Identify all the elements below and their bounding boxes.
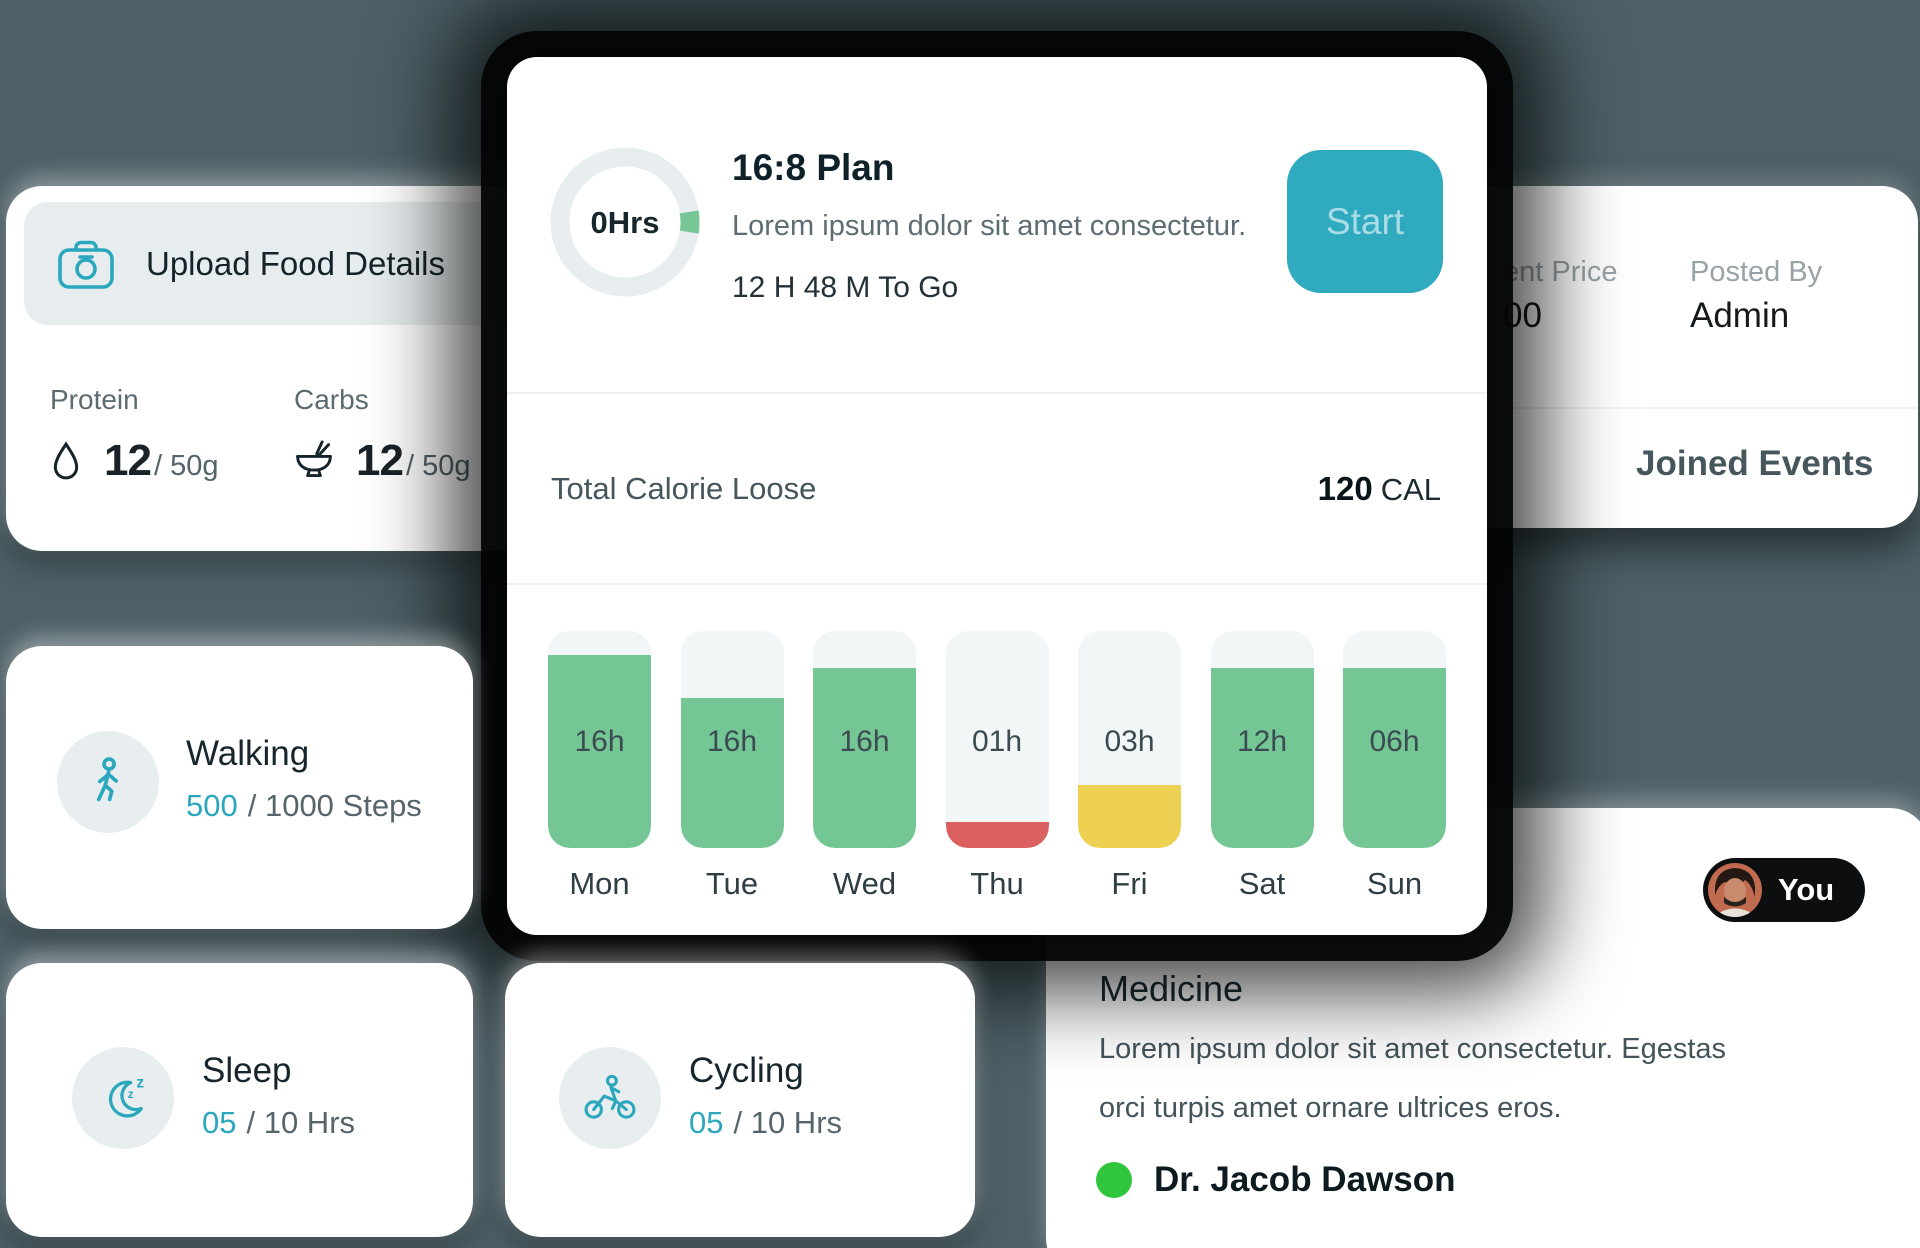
bar-tue: 16h — [680, 631, 784, 848]
joined-events-link[interactable]: Joined Events — [1636, 444, 1874, 483]
camera-icon — [56, 237, 116, 291]
bar-fri: 03h — [1078, 631, 1181, 848]
svg-text:z: z — [136, 1074, 144, 1091]
posted-by-block: Posted By Admin — [1690, 256, 1822, 336]
walking-icon — [86, 757, 130, 807]
posted-by-label: Posted By — [1690, 256, 1823, 288]
macros-row: Protein 12 / 50g Carbs — [50, 384, 490, 486]
avatar — [1708, 863, 1762, 917]
fasting-progress-donut: 0Hrs — [550, 147, 700, 297]
walking-icon-circle — [57, 731, 159, 833]
protein-value: 12 — [104, 436, 152, 485]
day-label: Mon — [569, 866, 630, 901]
calorie-value: 120 — [1317, 469, 1373, 507]
protein-block: Protein 12 / 50g — [50, 384, 246, 486]
bar-wed: 16h — [813, 631, 916, 848]
day-label: Tue — [705, 866, 759, 901]
calorie-row: Total Calorie Loose 120 CAL — [507, 392, 1487, 585]
day-label: Sun — [1366, 866, 1423, 901]
donut-hours-label: 0Hrs — [591, 205, 660, 240]
egg-icon — [50, 440, 82, 482]
sleep-target: / 10 Hrs — [246, 1105, 356, 1140]
cycling-card: Cycling 05 / 10 Hrs — [505, 963, 975, 1237]
cycling-title: Cycling — [689, 1051, 804, 1090]
carbs-block: Carbs 12 / 50g — [294, 384, 490, 486]
plan-subtitle: Lorem ipsum dolor sit amet consectetur. — [732, 210, 1247, 242]
upload-food-button[interactable]: Upload Food Details — [24, 202, 524, 325]
bar-sun: 06h — [1343, 631, 1446, 848]
fasting-plan-card: 0Hrs 16:8 Plan Lorem ipsum dolor sit ame… — [507, 57, 1487, 935]
bar-sat: 12h — [1210, 631, 1314, 848]
protein-label: Protein — [50, 384, 139, 415]
day-label: Wed — [832, 866, 897, 901]
svg-text:z: z — [128, 1089, 134, 1101]
weekday-labels: Mon Tue Wed Thu Fri Sat Sun — [548, 866, 1446, 902]
payment-price-block: ent Price 00 — [1503, 256, 1617, 336]
cycling-icon — [583, 1075, 637, 1121]
doctor-name: Dr. Jacob Dawson — [1154, 1160, 1456, 1199]
food-details-card: Upload Food Details Protein 12 / 50g Car… — [6, 186, 540, 551]
medicine-title: Medicine — [1099, 968, 1244, 1009]
upload-food-label: Upload Food Details — [146, 244, 445, 282]
day-label: Thu — [970, 866, 1024, 901]
bar-mon: 16h — [548, 631, 651, 848]
sleep-value: 05 — [202, 1105, 237, 1140]
cycling-value: 05 — [689, 1105, 724, 1140]
you-badge[interactable]: You — [1703, 858, 1865, 922]
payment-price-label: ent Price — [1503, 256, 1618, 288]
walking-value: 500 — [186, 788, 238, 823]
divider — [1270, 407, 1918, 409]
cycling-target: / 10 Hrs — [733, 1105, 843, 1140]
calorie-label: Total Calorie Loose — [551, 470, 817, 506]
protein-target: / 50g — [153, 449, 219, 482]
cycling-icon-circle — [559, 1047, 661, 1149]
carbs-value: 12 — [356, 436, 404, 485]
weekly-fasting-bar-chart: 16h 16h 16h 01h 03h 12h 06h — [548, 631, 1446, 848]
payment-price-value: 00 — [1503, 296, 1542, 335]
carbs-label: Carbs — [294, 384, 369, 415]
start-button[interactable]: Start — [1287, 150, 1443, 293]
posted-by-value: Admin — [1690, 296, 1790, 335]
day-label: Sat — [1238, 866, 1286, 901]
day-label: Fri — [1111, 866, 1148, 901]
sleep-title: Sleep — [202, 1051, 292, 1090]
plan-title: 16:8 Plan — [732, 147, 895, 188]
medicine-description: Lorem ipsum dolor sit amet consectetur. … — [1099, 1033, 1727, 1124]
walking-title: Walking — [186, 734, 310, 773]
you-badge-label: You — [1778, 872, 1835, 907]
walking-card: Walking 500 / 1000 Steps — [6, 646, 473, 929]
bar-thu: 01h — [945, 631, 1049, 848]
plan-countdown: 12 H 48 M To Go — [732, 271, 959, 304]
bowl-icon — [294, 440, 334, 482]
moon-sleep-icon: z z — [96, 1074, 150, 1122]
walking-target: / 1000 Steps — [247, 788, 422, 823]
sleep-card: z z Sleep 05 / 10 Hrs — [6, 963, 473, 1237]
carbs-target: / 50g — [405, 449, 471, 482]
avatar-photo — [1708, 863, 1762, 917]
sleep-icon-circle: z z — [72, 1047, 174, 1149]
doctor-row: Dr. Jacob Dawson — [1096, 1160, 1455, 1200]
calorie-unit: CAL — [1380, 471, 1441, 507]
online-status-dot — [1096, 1162, 1132, 1198]
